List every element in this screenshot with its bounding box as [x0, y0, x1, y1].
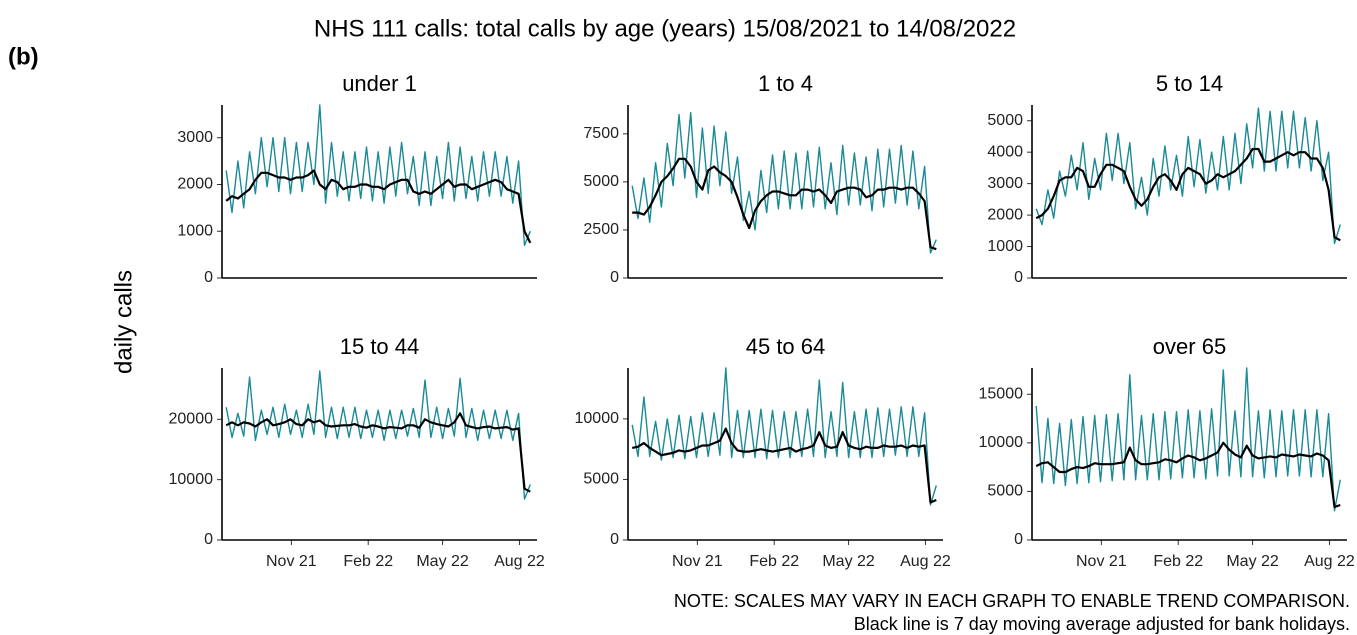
x-tick-label: Feb 22 — [749, 553, 799, 570]
note: NOTE: SCALES MAY VARY IN EACH GRAPH TO E… — [674, 591, 1350, 611]
y-tick-label: 10000 — [169, 471, 214, 488]
x-tick-label: May 22 — [1226, 553, 1279, 570]
x-tick-label: Nov 21 — [1076, 553, 1127, 570]
moving-average-line — [631, 427, 937, 504]
x-tick-label: Nov 21 — [672, 553, 723, 570]
x-tick-label: Aug 22 — [494, 553, 545, 570]
daily-line — [225, 370, 531, 500]
y-tick-label: 2000 — [987, 206, 1023, 223]
y-tick-label: 7500 — [583, 125, 619, 142]
x-tick-label: Feb 22 — [1153, 553, 1203, 570]
panel-title: over 65 — [1153, 334, 1226, 359]
y-tick-label: 0 — [610, 269, 619, 286]
y-tick-label: 5000 — [987, 112, 1023, 129]
x-tick-label: Aug 22 — [1304, 553, 1355, 570]
panel-title: 45 to 64 — [746, 334, 826, 359]
y-tick-label: 0 — [204, 531, 213, 548]
y-tick-label: 3000 — [987, 175, 1023, 192]
x-tick-label: May 22 — [822, 553, 875, 570]
y-tick-label: 10000 — [575, 410, 620, 427]
panel-title: 1 to 4 — [758, 71, 813, 96]
y-tick-label: 2500 — [583, 221, 619, 238]
moving-average-line — [225, 412, 531, 493]
daily-line — [631, 111, 937, 254]
y-tick-label: 0 — [1014, 269, 1023, 286]
y-tick-label: 20000 — [169, 411, 214, 428]
y-tick-label: 1000 — [987, 238, 1023, 255]
y-tick-label: 0 — [610, 531, 619, 548]
daily-line — [1035, 107, 1341, 245]
y-tick-label: 4000 — [987, 143, 1023, 160]
daily-line — [225, 104, 531, 247]
daily-line — [1035, 367, 1341, 512]
y-tick-label: 15000 — [979, 385, 1024, 402]
y-tick-label: 5000 — [583, 173, 619, 190]
y-tick-label: 0 — [204, 269, 213, 286]
moving-average-line — [1035, 147, 1341, 242]
x-tick-label: May 22 — [416, 553, 469, 570]
y-tick-label: 10000 — [979, 434, 1024, 451]
panel-label: (b) — [8, 43, 39, 70]
x-tick-label: Nov 21 — [266, 553, 317, 570]
y-tick-label: 3000 — [177, 129, 213, 146]
y-axis-label: daily calls — [110, 270, 137, 374]
moving-average-line — [632, 157, 937, 251]
daily-line — [631, 367, 937, 506]
y-tick-label: 0 — [1014, 531, 1023, 548]
moving-average-line — [1035, 441, 1341, 509]
note: Black line is 7 day moving average adjus… — [854, 614, 1350, 634]
panel-title: 15 to 44 — [340, 334, 420, 359]
y-tick-label: 5000 — [987, 483, 1023, 500]
panel-title: under 1 — [342, 71, 417, 96]
moving-average-line — [225, 169, 532, 244]
y-tick-label: 5000 — [583, 471, 619, 488]
panel-title: 5 to 14 — [1156, 71, 1223, 96]
x-tick-label: Feb 22 — [343, 553, 393, 570]
figure-title: NHS 111 calls: total calls by age (years… — [314, 15, 1016, 42]
x-tick-label: Aug 22 — [900, 553, 951, 570]
y-tick-label: 2000 — [177, 176, 213, 193]
y-tick-label: 1000 — [177, 222, 213, 239]
